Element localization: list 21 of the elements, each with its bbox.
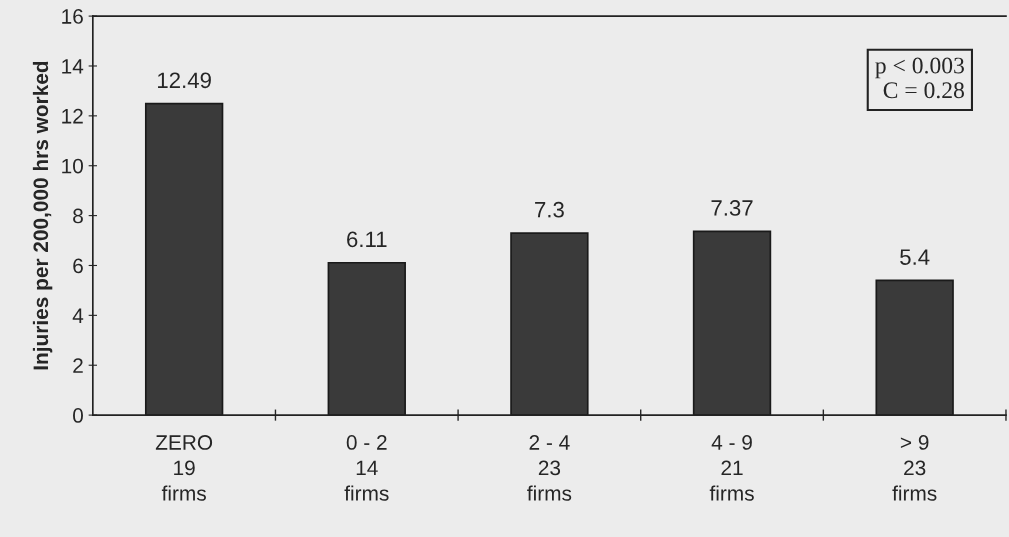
x-tick-label: 2 - 4 23 firms	[527, 435, 572, 501]
x-tick-label: > 9 23 firms	[892, 435, 937, 501]
data-label: 6.11	[347, 231, 387, 248]
x-tick-label: 0 - 2 14 firms	[344, 435, 389, 501]
y-tick-label: 2	[73, 358, 83, 373]
data-label: 5.4	[900, 249, 930, 265]
y-axis-title: Injuries per 200,000 hrs worked	[32, 61, 53, 370]
y-tick-label: 12	[62, 108, 83, 124]
y-tick-label: 14	[62, 59, 84, 74]
annotation: p < 0.003 C = 0.28	[875, 57, 964, 99]
y-tick-label: 0	[73, 408, 83, 423]
y-tick-label: 4	[72, 308, 84, 323]
data-label: 12.49	[158, 72, 211, 89]
y-tick-label: 10	[62, 158, 83, 174]
x-tick-label: 4 - 9 21 firms	[709, 435, 754, 501]
y-tick-label: 6	[73, 258, 83, 274]
y-tick-label: 8	[73, 208, 83, 224]
y-tick-label: 16	[62, 9, 83, 24]
x-tick-label: ZERO 19 firms	[155, 435, 213, 501]
data-label: 7.37	[711, 200, 753, 216]
data-label: 7.3	[535, 201, 564, 218]
